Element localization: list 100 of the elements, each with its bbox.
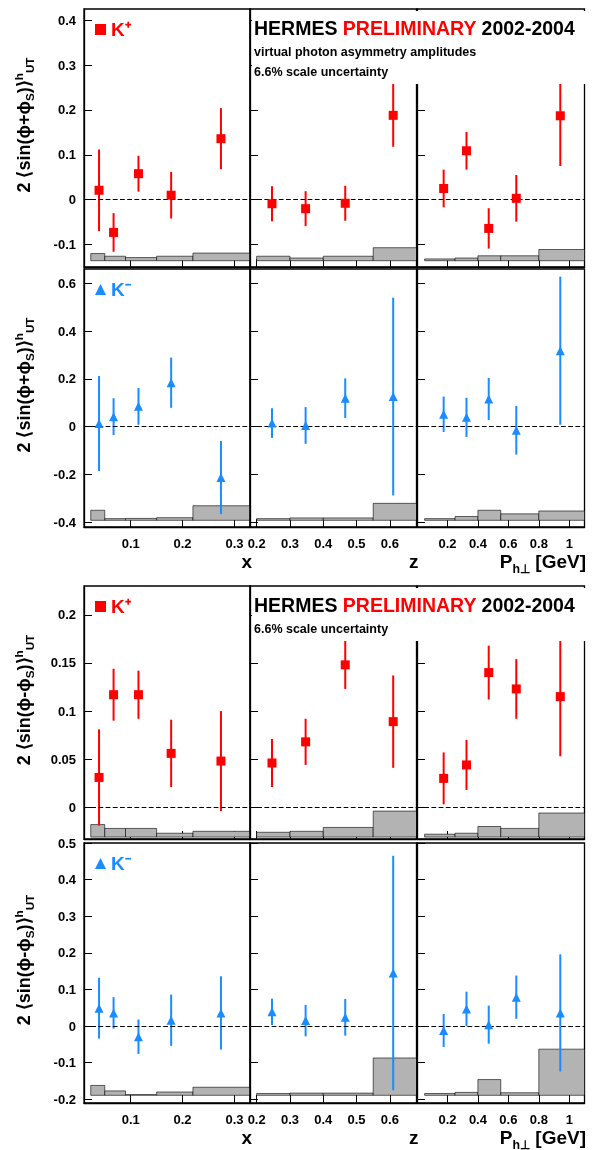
point [109, 690, 119, 700]
point [340, 1012, 350, 1022]
y-tick-label: 0.4 [57, 12, 77, 28]
y-tick-label: 0 [68, 192, 76, 208]
y-tick-label: -0.1 [53, 237, 76, 253]
y-tick-label: -0.2 [53, 1091, 76, 1107]
point [438, 773, 448, 783]
point [216, 756, 226, 766]
x-tick-label: 0.3 [280, 1112, 299, 1127]
legend-label: K⁺ [111, 19, 132, 40]
point [301, 204, 311, 214]
y-tick-label: 0 [68, 419, 76, 435]
point [555, 111, 565, 121]
x-tick-label: 0.2 [437, 1112, 456, 1127]
point [461, 1004, 471, 1014]
point [483, 668, 493, 678]
x-axis-title: x [241, 1127, 252, 1149]
point [511, 193, 521, 203]
point [94, 185, 104, 195]
legend-label: K⁻ [111, 279, 132, 300]
point [166, 378, 176, 388]
y-tick-label: 0.4 [57, 323, 77, 339]
point [388, 392, 398, 402]
x-tick-label: 0.4 [314, 1112, 334, 1127]
y-tick-label: 0.1 [57, 981, 76, 997]
point [133, 1032, 143, 1042]
y-tick-label: -0.4 [53, 514, 77, 530]
point [301, 1016, 311, 1026]
x-tick-label: 0.3 [225, 536, 244, 551]
y-tick-label: 0.1 [57, 703, 76, 719]
x-tick-label: 0.4 [468, 536, 488, 551]
x-tick-label: 0.8 [529, 1112, 548, 1127]
x-tick-label: 0.2 [173, 536, 192, 551]
x-tick-label: 1 [565, 1112, 573, 1127]
x-tick-label: 0.2 [247, 1112, 266, 1127]
x-tick-label: 0.3 [280, 536, 299, 551]
point [166, 190, 176, 200]
y-tick-label: 0.15 [50, 655, 76, 671]
point [267, 199, 277, 209]
point [133, 169, 143, 179]
x-tick-label: 0.6 [498, 1112, 517, 1127]
legend-label: K⁺ [111, 596, 132, 617]
x-axis-title: z [409, 551, 419, 573]
y-tick-label: 0 [68, 1018, 76, 1034]
x-tick-label: 1 [565, 536, 573, 551]
point [461, 760, 471, 770]
point [216, 473, 226, 483]
point [438, 1025, 448, 1035]
x-tick-label: 0.1 [121, 1112, 140, 1127]
x-axis-title: x [241, 551, 252, 573]
point [388, 968, 398, 978]
text: virtual photon asymmetry amplitudes 6.6% scale uncertainty [254, 44, 478, 81]
point [438, 409, 448, 419]
x-tick-label: 0.3 [225, 1112, 244, 1127]
x-tick-label: 0.8 [529, 536, 548, 551]
point [109, 412, 119, 422]
point [109, 227, 119, 237]
point [483, 223, 493, 233]
point [267, 758, 277, 768]
point [388, 717, 398, 727]
y-tick-label: 0.2 [57, 607, 76, 623]
point [94, 419, 104, 429]
point [438, 183, 448, 193]
chart-title: HERMES PRELIMINARY 2002-2004 [254, 17, 576, 40]
y-tick-label: 0.2 [57, 371, 76, 387]
point [166, 1015, 176, 1025]
chart-title: HERMES PRELIMINARY 2002-2004 [254, 594, 576, 617]
legend-label: K⁻ [111, 853, 132, 874]
x-tick-label: 0.1 [121, 536, 140, 551]
x-tick-label: 0.6 [380, 536, 399, 551]
y-tick-label: -0.2 [53, 466, 76, 482]
point [216, 134, 226, 144]
y-tick-label: 0 [68, 799, 76, 815]
point [555, 692, 565, 702]
point [511, 425, 521, 435]
x-tick-label: 0.4 [314, 536, 334, 551]
point [94, 772, 104, 782]
point [511, 992, 521, 1002]
point [388, 110, 398, 120]
y-tick-label: 0.2 [57, 102, 76, 118]
text: 6.6% scale uncertainty [254, 621, 390, 638]
y-tick-label: 0.1 [57, 147, 76, 163]
x-tick-label: 0.2 [247, 536, 266, 551]
point [340, 393, 350, 403]
y-tick-label: 0.6 [57, 275, 76, 291]
point [340, 660, 350, 670]
x-tick-label: 0.5 [347, 1112, 366, 1127]
y-tick-label: 0.2 [57, 945, 76, 961]
point [133, 690, 143, 700]
y-tick-label: 0.4 [57, 872, 77, 888]
y-tick-label: 0.3 [57, 57, 76, 73]
y-tick-label: -0.1 [53, 1055, 76, 1071]
x-tick-label: 0.6 [498, 536, 517, 551]
x-tick-label: 0.5 [347, 536, 366, 551]
point [511, 684, 521, 694]
x-tick-label: 0.2 [173, 1112, 192, 1127]
x-axis-title: P$_{h⊥}$ [GeV] [499, 1127, 586, 1150]
y-tick-label: 0.5 [57, 835, 76, 851]
x-axis-title: z [409, 1127, 419, 1149]
x-tick-label: 0.6 [380, 1112, 399, 1127]
